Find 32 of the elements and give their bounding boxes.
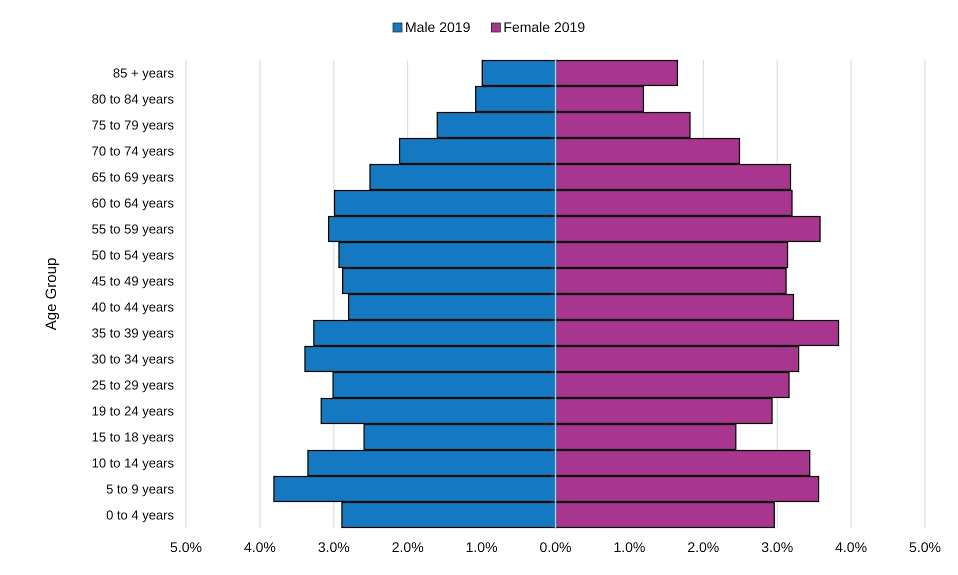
x-tick-label: 5.0% [170, 539, 202, 555]
x-tick-label: 3.0% [761, 539, 794, 555]
x-tick-label: 0.0% [540, 539, 572, 555]
y-tick-label: 55 to 59 years [92, 222, 174, 237]
y-tick-label: 19 to 24 years [92, 404, 174, 419]
y-tick-label: 75 to 79 years [92, 118, 174, 133]
x-tick-label: 1.0% [466, 539, 498, 555]
x-tick-label: 4.0% [244, 539, 276, 555]
y-tick-label: 30 to 34 years [92, 352, 174, 367]
x-tick-label: 3.0% [318, 539, 350, 555]
x-tick-label: 5.0% [909, 539, 941, 555]
legend-label: Male 2019 [405, 19, 471, 35]
y-tick-label: 35 to 39 years [92, 326, 174, 341]
y-tick-label: 15 to 18 years [92, 430, 174, 445]
y-tick-label: 0 to 4 years [106, 508, 174, 523]
x-tick-label: 1.0% [613, 539, 646, 555]
y-tick-label: 10 to 14 years [92, 456, 174, 471]
y-tick-label: 70 to 74 years [92, 144, 174, 159]
y-axis-title: Age Group [43, 258, 60, 330]
y-tick-label: 45 to 49 years [92, 274, 174, 289]
x-tick-label: 4.0% [835, 539, 868, 555]
y-tick-label: 65 to 69 years [92, 170, 174, 185]
y-tick-label: 40 to 44 years [92, 300, 174, 315]
y-tick-label: 80 to 84 years [92, 92, 174, 107]
y-tick-label: 5 to 9 years [106, 482, 174, 497]
y-tick-label: 85 + years [112, 66, 174, 81]
legend-label: Female 2019 [503, 19, 586, 35]
y-tick-label: 60 to 64 years [92, 196, 174, 211]
y-tick-label: 25 to 29 years [92, 378, 174, 393]
y-tick-label: 50 to 54 years [92, 248, 174, 263]
x-tick-label: 2.0% [687, 539, 720, 555]
x-tick-label: 2.0% [392, 539, 424, 555]
